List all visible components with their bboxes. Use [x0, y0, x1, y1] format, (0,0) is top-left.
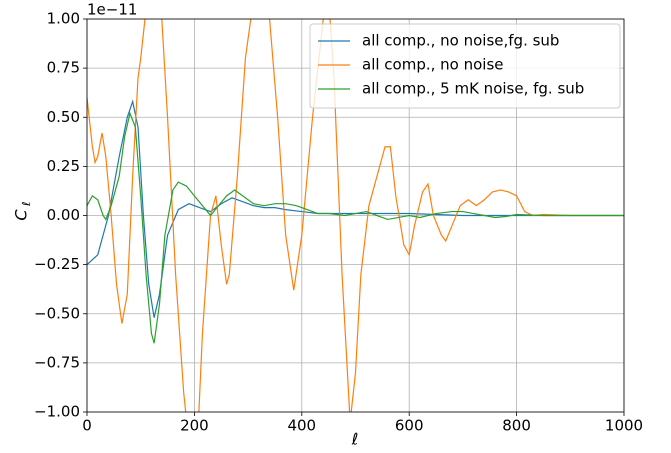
y-tick-label: 0.50: [47, 108, 80, 126]
legend-label: all comp., no noise: [362, 56, 504, 74]
x-axis-label: ℓ: [351, 430, 359, 449]
y-tick-label: 1.00: [47, 10, 80, 28]
y-tick-label: −0.75: [34, 353, 80, 371]
y-tick-label: −0.50: [34, 304, 80, 322]
x-tick-label: 600: [395, 417, 424, 435]
legend-label: all comp., 5 mK noise, fg. sub: [362, 80, 584, 98]
series-line: [87, 111, 624, 344]
plot-frame: [86, 18, 625, 413]
plot-lines: [87, 19, 624, 412]
y-axis-label-main: C: [12, 209, 31, 221]
series-line: [87, 99, 624, 318]
legend: all comp., no noise,fg. sub all comp., no…: [309, 23, 621, 109]
x-tick-label: 800: [502, 417, 531, 435]
x-tick-label: 400: [287, 417, 316, 435]
y-tick-label: −1.00: [34, 403, 80, 421]
y-tick-label: 0.00: [47, 206, 80, 224]
legend-box: [309, 23, 621, 109]
series-line: [87, 19, 624, 412]
y-axis-label-sub: ℓ: [20, 201, 33, 207]
x-tick-label: 200: [180, 417, 209, 435]
offset-text: 1e−11: [87, 1, 137, 19]
x-tick-label: 1000: [605, 417, 643, 435]
y-axis-label: C ℓ: [12, 201, 34, 220]
y-tick-label: −0.25: [34, 255, 80, 273]
legend-label: all comp., no noise,fg. sub: [362, 32, 559, 50]
y-tick-label: 0.25: [47, 157, 80, 175]
x-tick-label: 0: [82, 417, 92, 435]
y-tick-label: 0.75: [47, 59, 80, 77]
